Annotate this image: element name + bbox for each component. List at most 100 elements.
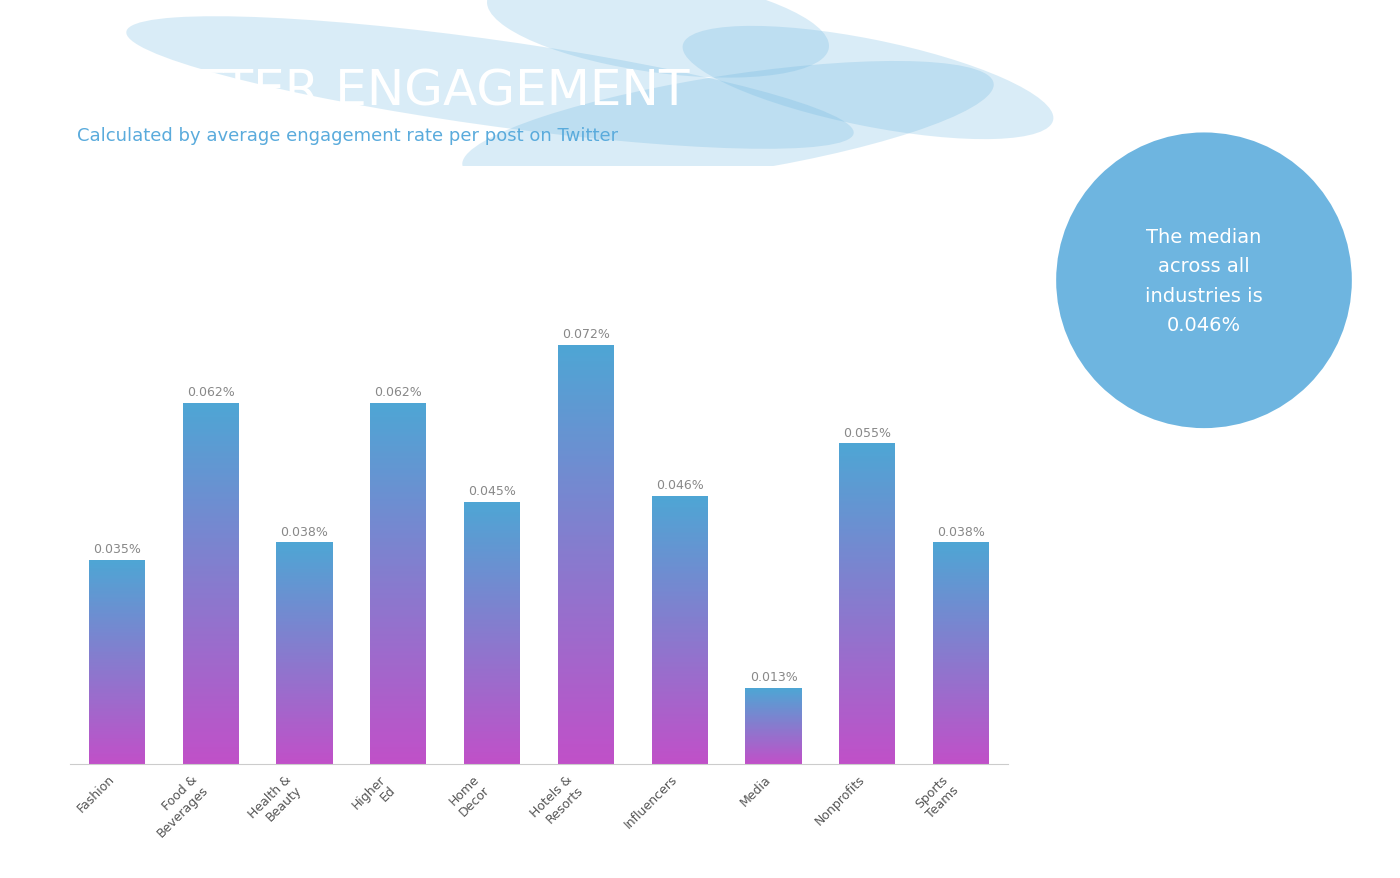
Bar — [463, 584, 521, 586]
Bar — [839, 674, 896, 676]
Bar — [182, 425, 239, 428]
Bar — [182, 658, 239, 660]
Bar — [557, 499, 615, 501]
Bar — [182, 725, 239, 728]
Bar — [370, 677, 427, 680]
Bar — [463, 511, 521, 513]
Bar — [370, 660, 427, 663]
Bar — [932, 693, 990, 694]
Bar — [370, 714, 427, 716]
Bar — [88, 676, 146, 677]
Bar — [557, 490, 615, 493]
Bar — [651, 612, 708, 614]
Bar — [932, 699, 990, 701]
Bar — [370, 685, 427, 687]
Bar — [463, 753, 521, 755]
Bar — [182, 444, 239, 447]
Bar — [370, 487, 427, 490]
Bar — [370, 574, 427, 576]
Bar — [463, 516, 521, 518]
Bar — [932, 761, 990, 762]
Bar — [839, 634, 896, 636]
Bar — [557, 674, 615, 677]
Bar — [839, 574, 896, 576]
Bar — [557, 558, 615, 560]
Bar — [276, 569, 333, 571]
Bar — [182, 408, 239, 411]
Bar — [463, 720, 521, 722]
Bar — [276, 655, 333, 657]
Bar — [463, 630, 521, 631]
Bar — [557, 677, 615, 680]
Bar — [651, 553, 708, 555]
Bar — [463, 530, 521, 532]
Bar — [88, 642, 146, 643]
Bar — [370, 745, 427, 747]
Bar — [276, 745, 333, 746]
Bar — [463, 550, 521, 551]
Bar — [88, 617, 146, 619]
Bar — [932, 579, 990, 581]
Bar — [463, 670, 521, 672]
Bar — [557, 644, 615, 646]
Bar — [932, 758, 990, 759]
Bar — [370, 622, 427, 624]
Bar — [932, 640, 990, 642]
Bar — [88, 665, 146, 666]
Bar — [182, 523, 239, 526]
Bar — [557, 407, 615, 409]
Bar — [463, 760, 521, 762]
Bar — [839, 455, 896, 457]
Bar — [370, 747, 427, 750]
Bar — [557, 719, 615, 722]
Bar — [276, 699, 333, 701]
Bar — [463, 757, 521, 759]
Circle shape — [1056, 133, 1352, 428]
Bar — [839, 736, 896, 738]
Bar — [839, 676, 896, 679]
Bar — [182, 718, 239, 721]
Bar — [463, 706, 521, 708]
Bar — [557, 376, 615, 378]
Bar — [839, 580, 896, 583]
Bar — [651, 728, 708, 730]
Bar — [182, 411, 239, 413]
Bar — [557, 641, 615, 644]
Bar — [932, 687, 990, 688]
Bar — [88, 673, 146, 674]
Bar — [651, 739, 708, 741]
Bar — [88, 598, 146, 600]
Bar — [463, 610, 521, 612]
Bar — [463, 520, 521, 522]
Bar — [557, 680, 615, 683]
Bar — [651, 669, 708, 671]
Bar — [651, 671, 708, 673]
Bar — [839, 758, 896, 759]
Bar — [839, 659, 896, 661]
Bar — [932, 673, 990, 674]
Bar — [932, 762, 990, 764]
Bar — [182, 752, 239, 754]
Bar — [276, 657, 333, 658]
Bar — [88, 623, 146, 624]
Bar — [932, 615, 990, 616]
Bar — [463, 718, 521, 720]
Bar — [370, 507, 427, 509]
Bar — [182, 566, 239, 569]
Bar — [839, 646, 896, 649]
Bar — [557, 742, 615, 745]
Bar — [557, 537, 615, 541]
Bar — [370, 615, 427, 617]
Bar — [557, 418, 615, 421]
Bar — [557, 521, 615, 524]
Bar — [463, 536, 521, 537]
Bar — [276, 572, 333, 574]
Bar — [932, 709, 990, 711]
Bar — [557, 440, 615, 443]
Bar — [557, 551, 615, 555]
Bar — [88, 711, 146, 712]
Bar — [182, 660, 239, 663]
Bar — [182, 627, 239, 630]
Bar — [557, 381, 615, 385]
Bar — [839, 565, 896, 568]
